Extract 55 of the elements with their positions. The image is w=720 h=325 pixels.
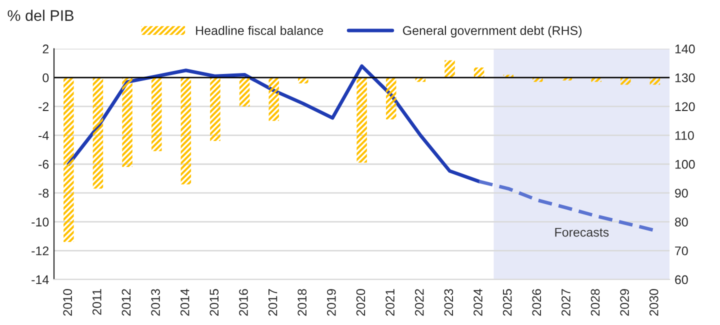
bar [356, 78, 367, 163]
y-tick-label: -8 [38, 188, 49, 198]
bar [92, 78, 104, 189]
x-tick-label: 2029 [620, 289, 629, 316]
x-tick-label: 2024 [474, 288, 482, 316]
x-tick-label: 2020 [356, 289, 366, 316]
y2-tick-label: 100 [675, 160, 695, 169]
y-tick-label: 2 [42, 44, 49, 54]
x-tick-label: 2022 [414, 289, 424, 316]
x-tick-label: 2010 [63, 289, 72, 316]
y-tick-label: -12 [32, 246, 49, 256]
bar [268, 78, 279, 121]
x-tick-label: 2016 [239, 289, 248, 316]
y2-tick-label: 110 [675, 131, 694, 140]
y-tick-label: -6 [38, 160, 49, 169]
x-tick-label: 2011 [92, 289, 102, 315]
x-tick-label: 2030 [649, 289, 658, 316]
bar [239, 78, 250, 106]
y-tick-label: 0 [42, 73, 49, 82]
bar [64, 78, 74, 242]
y-tick-label: -4 [38, 131, 49, 140]
y2-tick-label: 70 [675, 246, 688, 256]
x-tick-label: 2014 [180, 288, 190, 316]
bar [210, 78, 220, 142]
bar [386, 78, 396, 120]
bar [180, 78, 192, 184]
x-tick-label: 2017 [268, 289, 278, 316]
x-tick-label: 2018 [298, 289, 307, 316]
x-tick-label: 2023 [444, 289, 454, 316]
bar [151, 78, 162, 152]
legend-label: Headline fiscal balance [196, 26, 324, 36]
bar [122, 78, 132, 168]
y-tick-label: -14 [32, 275, 49, 284]
y2-tick-label: 80 [675, 218, 688, 226]
x-tick-label: 2026 [532, 289, 542, 316]
y2-tick-label: 90 [675, 188, 688, 198]
x-tick-label: 2025 [502, 289, 512, 316]
x-tick-label: 2015 [210, 289, 219, 316]
y2-tick-label: 60 [675, 275, 688, 284]
y2-tick-label: 140 [675, 44, 695, 54]
y2-tick-label: 130 [675, 73, 695, 82]
x-tick-label: 2028 [590, 289, 600, 316]
x-tick-label: 2021 [386, 289, 394, 316]
y-tick-label: -10 [32, 218, 49, 226]
x-tick-label: 2013 [151, 289, 160, 316]
x-tick-label: 2027 [562, 289, 570, 316]
bar [474, 68, 484, 78]
x-tick-label: 2019 [326, 289, 336, 316]
legend-label: General government debt (RHS) [402, 26, 582, 38]
y2-tick-label: 120 [675, 102, 695, 112]
y-tick-label: -2 [38, 102, 49, 111]
chart-title: % del PIB [8, 10, 74, 21]
bar [444, 60, 455, 78]
band-label: Forecasts [555, 228, 609, 237]
x-tick-label: 2012 [122, 289, 131, 316]
